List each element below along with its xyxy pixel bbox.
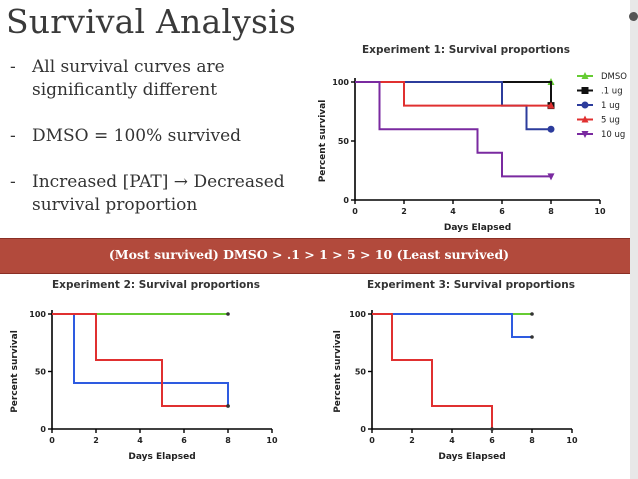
x-tick-label: 10 (566, 436, 578, 445)
slide-corner-dot (629, 12, 638, 21)
bullet-item: - Increased [PAT] → Decreased survival p… (10, 171, 310, 217)
banner-text: (Most survived) DMSO > .1 > 1 > 5 > 10 (… (108, 247, 510, 262)
x-tick-label: 4 (137, 436, 143, 445)
chart-title: Experiment 3: Survival proportions (367, 279, 575, 291)
legend-marker (581, 101, 589, 109)
x-tick-label: 10 (594, 207, 606, 216)
y-tick-label: 100 (349, 310, 366, 319)
series-line (372, 313, 532, 338)
series-end-marker (226, 312, 230, 316)
series-end-marker (530, 335, 534, 339)
side-panel-edge (630, 0, 638, 479)
legend-label: 1 ug (601, 101, 620, 111)
chart-experiment-3: Experiment 3: Survival proportions050100… (333, 279, 578, 462)
x-tick-label: 6 (181, 436, 187, 445)
series-end-marker (490, 427, 494, 431)
legend-label: 5 ug (601, 116, 620, 126)
x-axis-label: Days Elapsed (438, 452, 505, 462)
series-end-marker (547, 101, 555, 109)
x-tick-label: 0 (352, 207, 358, 216)
legend-label: 10 ug (601, 130, 625, 140)
series-end-marker (530, 312, 534, 316)
x-axis-label: Days Elapsed (128, 452, 195, 462)
x-tick-label: 4 (450, 207, 456, 216)
legend-label: .1 ug (601, 87, 623, 97)
bullet-text: DMSO = 100% survived (32, 126, 242, 146)
x-axis-label: Days Elapsed (444, 223, 511, 233)
chart-experiment-1: Experiment 1: Survival proportions050100… (318, 44, 627, 233)
y-tick-label: 100 (332, 78, 349, 87)
y-axis-label: Percent survival (318, 100, 328, 183)
series-line (355, 81, 552, 106)
bullet-text: All survival curves are significantly di… (32, 57, 225, 100)
chart-title: Experiment 1: Survival proportions (362, 44, 570, 56)
chart-title: Experiment 2: Survival proportions (52, 279, 260, 291)
series-end-marker (226, 404, 230, 408)
series-line (355, 81, 551, 107)
bullet-marker: - (10, 126, 16, 146)
series-line (372, 313, 493, 429)
y-tick-label: 50 (35, 368, 47, 377)
x-tick-label: 6 (489, 436, 495, 445)
x-tick-label: 0 (49, 436, 55, 445)
bullet-text: Increased [PAT] → Decreased survival pro… (32, 172, 285, 215)
bullet-item: - All survival curves are significantly … (10, 56, 310, 102)
chart-experiment-2: Experiment 2: Survival proportions050100… (10, 279, 278, 462)
y-tick-label: 0 (360, 425, 366, 434)
y-tick-label: 0 (343, 196, 349, 205)
legend-marker (581, 115, 589, 123)
bullet-list: - All survival curves are significantly … (10, 56, 310, 240)
x-tick-label: 8 (529, 436, 535, 445)
x-tick-label: 4 (449, 436, 455, 445)
bullet-marker: - (10, 172, 16, 192)
conclusion-banner: (Most survived) DMSO > .1 > 1 > 5 > 10 (… (0, 238, 638, 274)
y-tick-label: 100 (29, 310, 46, 319)
bullet-marker: - (10, 57, 16, 77)
x-tick-label: 2 (409, 436, 415, 445)
legend-marker (581, 87, 589, 94)
series-line (355, 81, 551, 178)
x-tick-label: 10 (266, 436, 278, 445)
slide-title: Survival Analysis (6, 2, 296, 41)
x-tick-label: 8 (225, 436, 231, 445)
bullet-item: - DMSO = 100% survived (10, 125, 310, 148)
x-tick-label: 2 (93, 436, 99, 445)
series-line (52, 313, 228, 407)
y-tick-label: 0 (40, 425, 46, 434)
legend-marker (581, 131, 589, 138)
y-axis-label: Percent survival (333, 330, 343, 413)
y-axis-label: Percent survival (10, 330, 20, 413)
series-end-marker (547, 125, 555, 133)
series-end-marker (547, 173, 555, 181)
y-tick-label: 50 (355, 368, 367, 377)
x-tick-label: 2 (401, 207, 407, 216)
x-tick-label: 6 (499, 207, 505, 216)
legend-marker (581, 72, 589, 79)
x-tick-label: 8 (548, 207, 554, 216)
legend-label: DMSO (601, 72, 627, 82)
y-tick-label: 50 (338, 137, 350, 146)
x-tick-label: 0 (369, 436, 375, 445)
